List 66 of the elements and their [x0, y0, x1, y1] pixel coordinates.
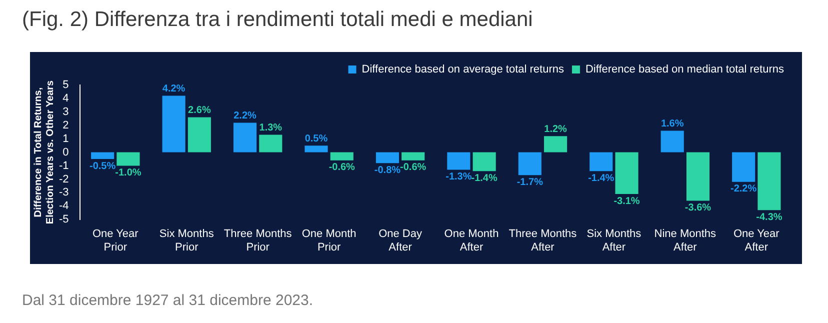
data-label: -0.6% — [400, 162, 426, 174]
y-tick-label: -2 — [59, 173, 69, 186]
x-tick-label: Three Months Prior — [224, 228, 292, 254]
bar — [162, 96, 186, 152]
data-label: 0.5% — [304, 133, 328, 144]
x-tick-label: One Day After — [378, 228, 422, 254]
bar — [544, 136, 568, 152]
data-label: 4.2% — [162, 84, 186, 95]
data-label: 1.3% — [259, 122, 282, 134]
data-label: -3.6% — [684, 202, 712, 214]
y-tick-label: -3 — [59, 186, 69, 199]
x-tick-label: One Month Prior — [302, 228, 356, 254]
bar — [732, 152, 756, 182]
data-label: 1.2% — [544, 124, 568, 135]
y-tick-label: 2 — [62, 119, 69, 132]
data-label: -4.3% — [756, 212, 782, 223]
x-tick-label: Three Months After — [508, 228, 578, 254]
y-tick-label: -4 — [59, 200, 69, 212]
legend-label: Difference based on average total returns — [362, 64, 564, 76]
x-tick-label: Six Months After — [586, 228, 642, 254]
data-label: 2.2% — [234, 110, 257, 122]
data-label: -0.5% — [90, 160, 116, 172]
y-tick-label: 1 — [62, 132, 69, 145]
bar — [304, 146, 328, 152]
y-tick-label: -5 — [59, 214, 69, 226]
chart-title: (Fig. 2) Differenza tra i rendimenti totali medi e mediani — [22, 8, 534, 32]
data-label: -1.7% — [516, 176, 544, 188]
data-label: -1.4% — [471, 172, 498, 184]
bar — [188, 117, 211, 152]
data-label: 1.6% — [660, 118, 684, 130]
y-tick-label: -1 — [59, 160, 69, 172]
bar — [472, 152, 496, 172]
data-label: -0.6% — [328, 162, 356, 174]
x-tick-label: One Month After — [444, 228, 499, 254]
bar — [447, 152, 470, 170]
bar — [376, 152, 399, 164]
data-label: -2.2% — [730, 184, 757, 195]
y-tick-label: 0 — [62, 146, 69, 158]
data-label: -0.8% — [374, 164, 401, 176]
bar — [91, 152, 114, 160]
data-label: -3.1% — [614, 196, 640, 207]
y-tick-label: 4 — [62, 92, 69, 104]
x-tick-label: One Year Prior — [92, 228, 139, 254]
bar — [259, 134, 282, 152]
y-tick-label: 3 — [62, 106, 69, 118]
data-label: -1.3% — [446, 172, 472, 183]
bar — [116, 152, 140, 166]
bar — [590, 152, 613, 172]
bar — [686, 152, 710, 201]
bar — [660, 130, 684, 152]
data-label: -1.0% — [115, 168, 142, 179]
data-label: 2.6% — [188, 105, 211, 116]
legend-label: Difference based on median total returns — [585, 64, 784, 76]
bar — [330, 152, 354, 160]
bar — [233, 122, 257, 152]
bar — [758, 152, 781, 210]
x-tick-label: Six Months Prior — [159, 228, 214, 254]
bar — [402, 152, 425, 160]
x-tick-label: One Year After — [733, 228, 780, 254]
bar — [518, 152, 542, 176]
bar — [615, 152, 638, 194]
y-axis-title: Difference in Total Returns, Election Years vs. Other Years — [32, 80, 56, 224]
y-tick-label: 5 — [62, 79, 69, 92]
x-tick-label: Nine Months After — [654, 228, 717, 254]
text: Dal 31 dicembre 1927 al 31 dicembre 2023. — [22, 292, 314, 309]
data-label: -1.4% — [588, 172, 614, 184]
